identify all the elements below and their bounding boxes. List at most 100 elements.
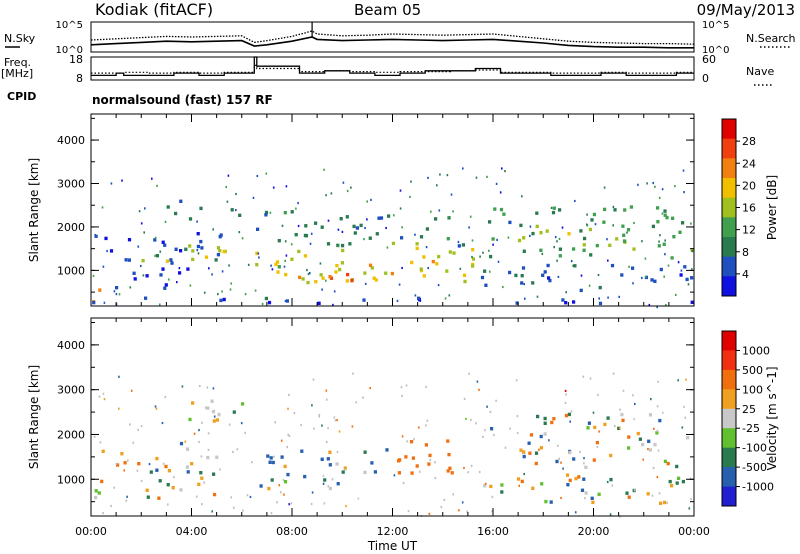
velocity-colorbar-tick-label: 25: [742, 403, 756, 416]
heatmap-cell: [446, 439, 450, 443]
heatmap-speck: [509, 427, 511, 430]
heatmap-cell: [528, 451, 532, 455]
heatmap-speck: [309, 272, 311, 275]
heatmap-speck: [327, 219, 330, 222]
heatmap-speck: [333, 290, 336, 293]
heatmap-speck: [240, 422, 243, 425]
heatmap-speck: [102, 265, 105, 268]
heatmap-cell: [304, 224, 308, 228]
heatmap-cell: [101, 449, 105, 453]
heatmap-speck: [143, 231, 145, 234]
heatmap-cell: [297, 249, 301, 254]
velocity-colorbar-tick-label: -25: [742, 422, 760, 435]
heatmap-speck: [607, 296, 609, 299]
heatmap-speck: [462, 167, 464, 170]
heatmap-speck: [272, 186, 275, 189]
heatmap-speck: [113, 486, 115, 489]
heatmap-speck: [614, 425, 616, 428]
heatmap-speck: [286, 445, 288, 449]
heatmap-speck: [230, 496, 232, 499]
heatmap-speck: [154, 236, 157, 239]
heatmap-cell: [109, 249, 114, 253]
heatmap-cell: [595, 243, 599, 248]
heatmap-cell: [623, 208, 627, 212]
noise-left-tick: 10^5: [56, 20, 83, 31]
heatmap-speck: [338, 430, 341, 433]
heatmap-speck: [478, 388, 480, 391]
heatmap-speck: [232, 450, 234, 453]
heatmap-cell: [94, 489, 98, 493]
heatmap-cell: [521, 266, 526, 270]
heatmap-speck: [572, 264, 574, 267]
heatmap-speck: [173, 476, 175, 479]
heatmap-speck: [195, 495, 198, 498]
heatmap-speck: [656, 475, 659, 479]
heatmap-cell: [566, 483, 570, 487]
heatmap-speck: [247, 263, 250, 266]
heatmap-speck: [683, 191, 685, 194]
heatmap-speck: [295, 207, 297, 210]
heatmap-speck: [140, 425, 143, 428]
heatmap-speck: [410, 180, 412, 183]
heatmap-speck: [633, 221, 635, 225]
heatmap-cell: [274, 262, 278, 267]
heatmap-speck: [118, 375, 120, 378]
heatmap-cell: [641, 442, 645, 447]
heatmap-cell: [345, 279, 349, 283]
heatmap-cell: [437, 254, 441, 259]
heatmap-cell: [217, 412, 221, 417]
date-label: 09/May/2013: [697, 1, 795, 19]
heatmap-cell: [552, 206, 556, 210]
heatmap-cell: [670, 256, 674, 260]
heatmap-cell: [540, 482, 544, 486]
heatmap-speck: [326, 398, 328, 401]
heatmap-cell: [539, 231, 543, 235]
heatmap-cell: [431, 259, 435, 264]
heatmap-cell: [452, 251, 456, 255]
heatmap-speck: [203, 291, 206, 294]
heatmap-cell: [582, 248, 586, 252]
heatmap-speck: [366, 200, 368, 203]
heatmap-cell: [204, 255, 209, 259]
heatmap-speck: [418, 470, 421, 473]
heatmap-cell: [655, 431, 659, 435]
heatmap-speck: [560, 496, 562, 500]
heatmap-speck: [244, 293, 247, 296]
velocity-colorbar-frame: [721, 330, 737, 507]
heatmap-cell: [391, 241, 395, 246]
heatmap-cell: [558, 247, 562, 251]
heatmap-cell: [579, 229, 583, 233]
heatmap-speck: [336, 419, 338, 422]
heatmap-speck: [507, 236, 510, 239]
y-tick-label: 1000: [57, 264, 85, 277]
nave-label: Nave: [746, 65, 774, 78]
heatmap-cell: [283, 211, 287, 215]
heatmap-speck: [612, 224, 614, 227]
heatmap-speck: [504, 446, 507, 449]
heatmap-speck: [137, 245, 140, 248]
heatmap-speck: [409, 195, 411, 198]
nave-right-tick: 0: [702, 72, 709, 85]
heatmap-speck: [282, 478, 285, 482]
heatmap-speck: [426, 419, 429, 422]
heatmap-speck: [634, 402, 636, 406]
heatmap-cell: [379, 216, 384, 220]
heatmap-cell: [264, 296, 268, 301]
heatmap-cell: [535, 211, 539, 215]
heatmap-cell: [681, 479, 685, 484]
heatmap-cell: [216, 246, 221, 250]
heatmap-speck: [325, 194, 327, 197]
heatmap-speck: [674, 185, 676, 188]
beam-label: Beam 05: [354, 1, 421, 19]
heatmap-cell: [463, 279, 467, 284]
heatmap-speck: [652, 466, 655, 470]
heatmap-cell: [583, 236, 587, 241]
heatmap-speck: [284, 240, 287, 243]
heatmap-cell: [397, 459, 401, 463]
y-tick-label: 4000: [57, 134, 85, 147]
heatmap-cell: [606, 416, 610, 420]
heatmap-speck: [278, 484, 281, 487]
heatmap-speck: [658, 196, 661, 199]
heatmap-cell: [517, 238, 522, 243]
heatmap-speck: [142, 274, 145, 277]
